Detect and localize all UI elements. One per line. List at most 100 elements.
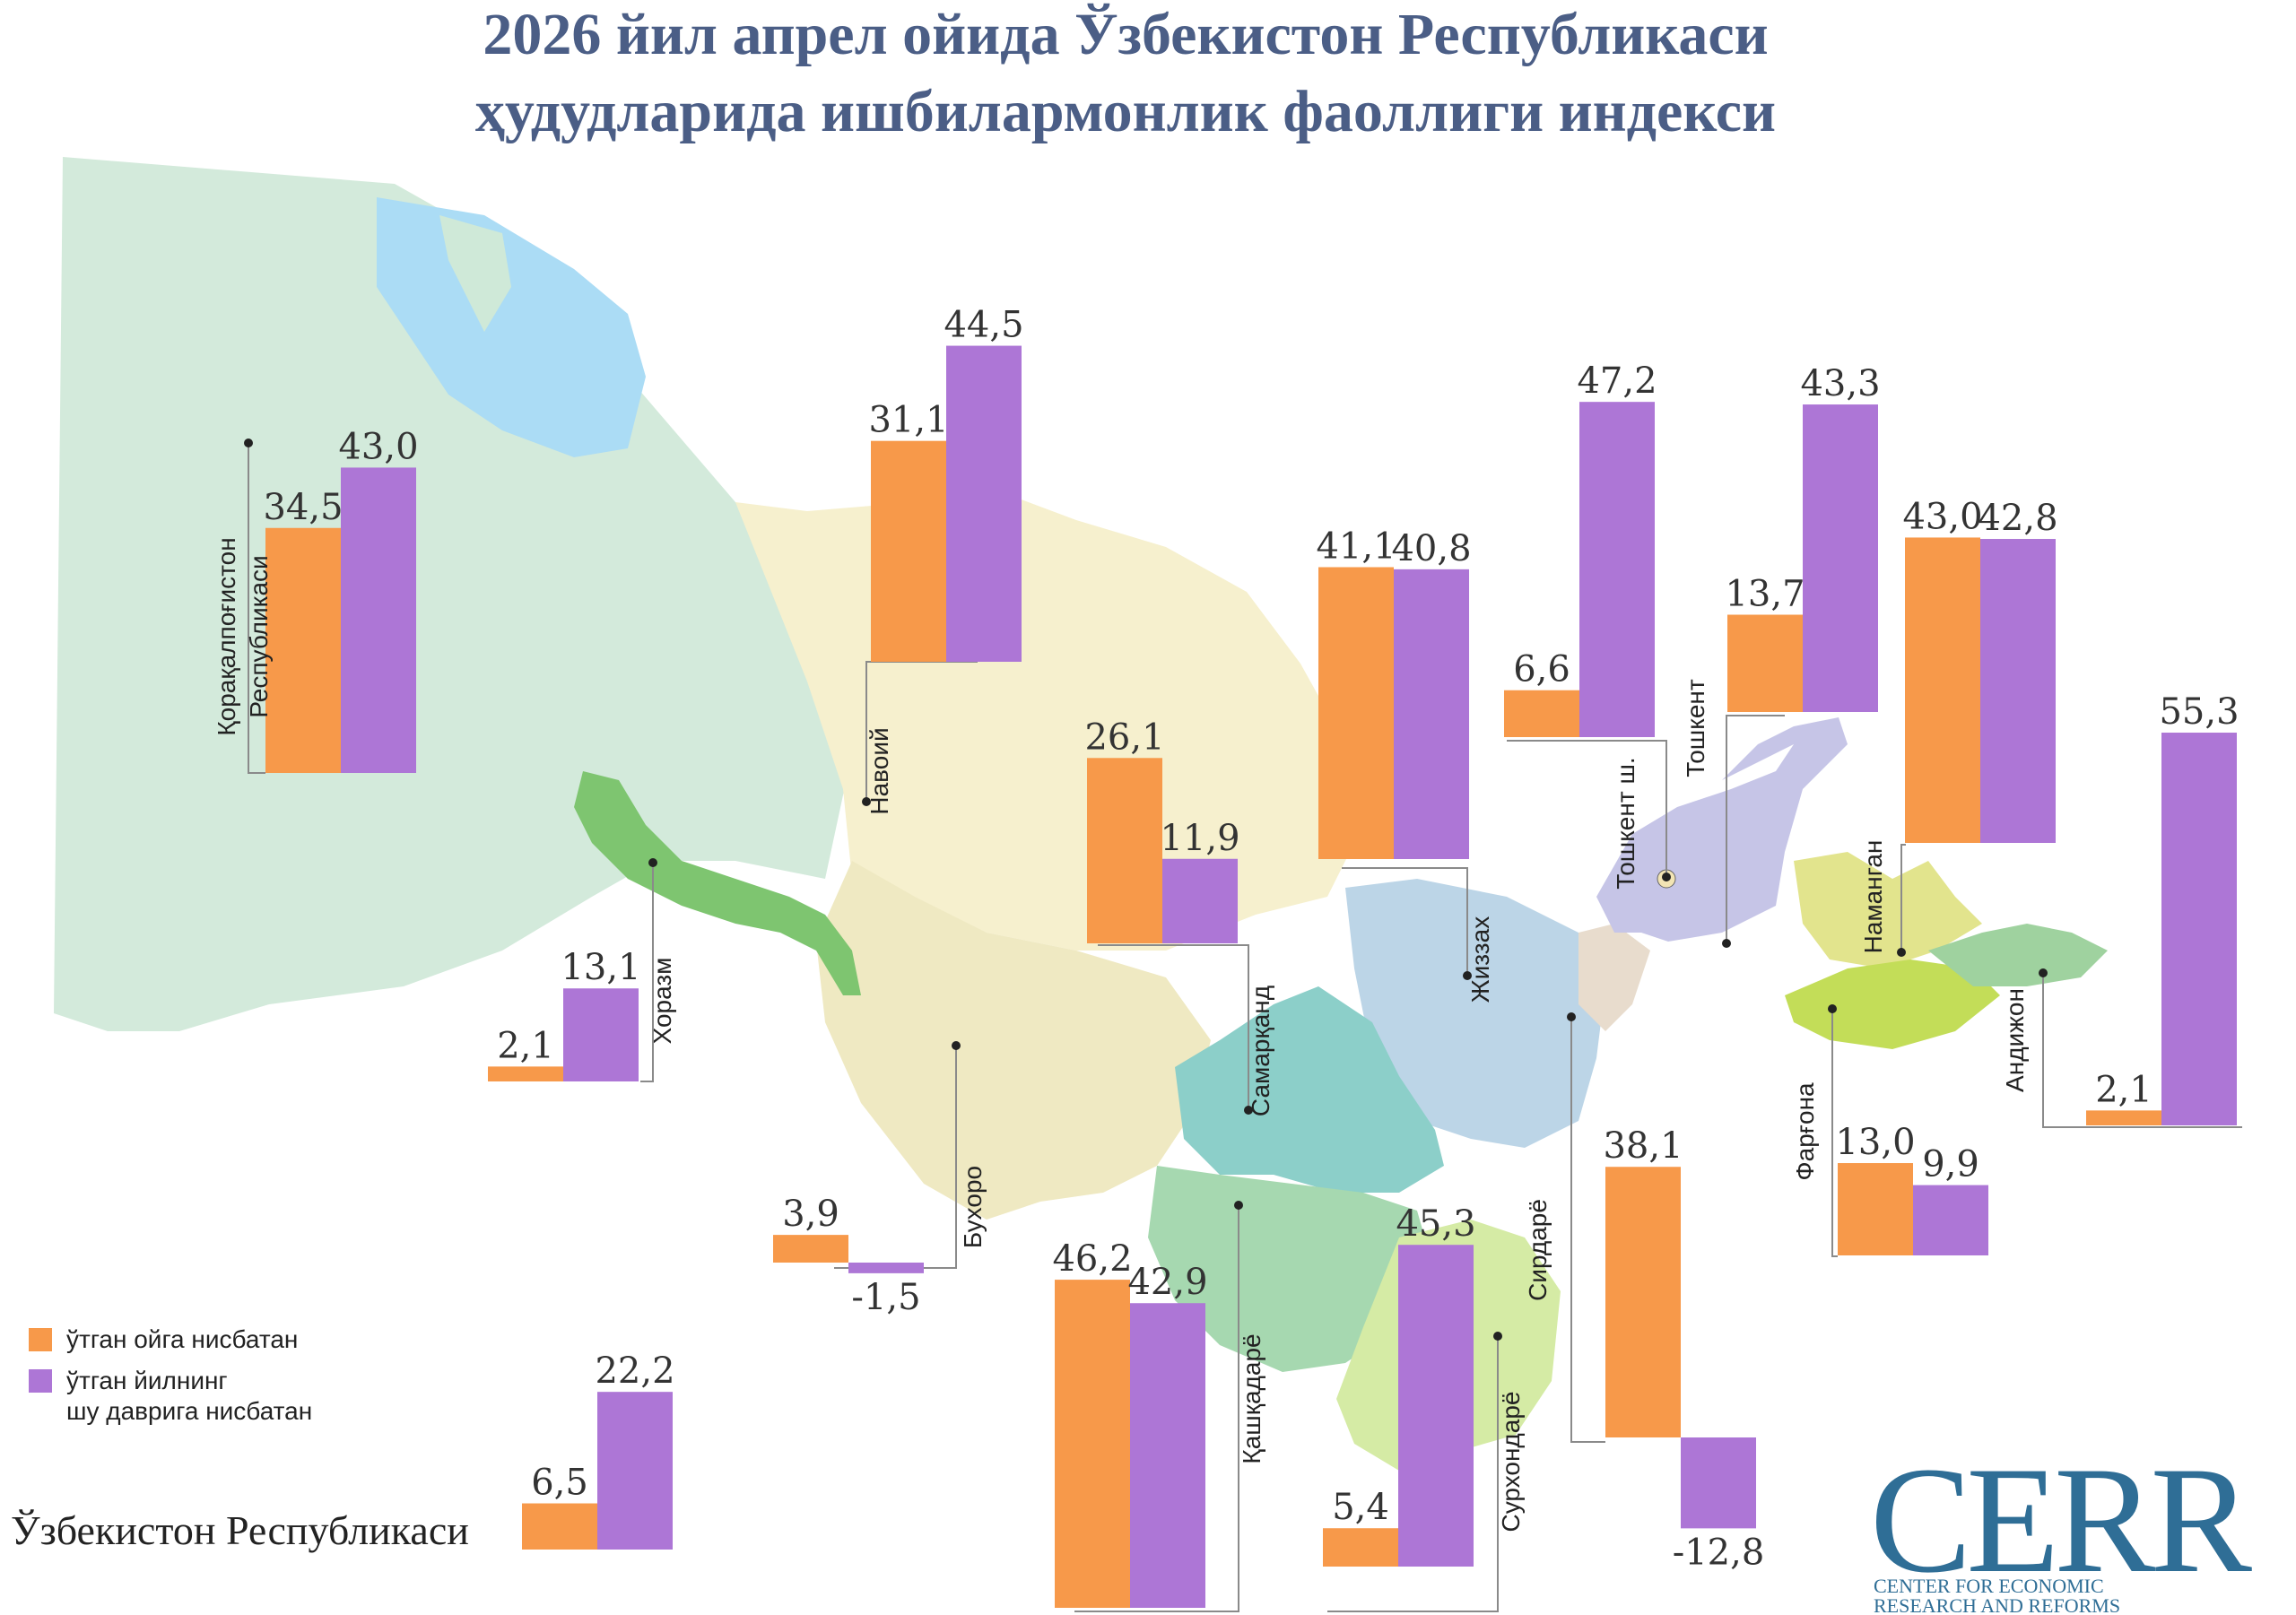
region-12-name: Фарғона (1791, 1082, 1819, 1181)
region-9-bar-yearly (1579, 402, 1655, 737)
region-12-label-yearly: 9,9 (1922, 1144, 1979, 1185)
region-7-marker (1493, 1332, 1502, 1341)
region-14-bar-yearly (597, 1392, 673, 1550)
region-4-name: Самарқанд (1247, 985, 1274, 1116)
map-region-navoi (735, 493, 1363, 951)
region-3-bar-monthly (773, 1235, 848, 1263)
region-0-name: Қорақалпоғистон Республикаси (213, 537, 273, 735)
region-2-bar-monthly (871, 440, 946, 662)
region-1-leader-line (640, 863, 654, 1082)
region-10-marker (1722, 939, 1731, 948)
region-6-label-yearly: 42,9 (1127, 1262, 1207, 1303)
region-8-bar-monthly (1605, 1167, 1681, 1437)
region-5-bar-monthly (1318, 567, 1394, 859)
region-1-label-yearly: 13,1 (561, 947, 640, 988)
region-4-bar-monthly (1087, 758, 1162, 943)
region-6-bar-yearly (1130, 1303, 1205, 1608)
region-11-name: Наманган (1859, 840, 1887, 954)
region-4-label-monthly: 26,1 (1084, 716, 1164, 758)
region-0-bar-yearly (341, 467, 416, 773)
region-6-name: Қашқадарё (1238, 1333, 1265, 1463)
region-9-label-yearly: 47,2 (1577, 360, 1657, 402)
region-1-marker (648, 858, 657, 867)
region-14-bar-monthly (522, 1503, 597, 1550)
region-3-marker (952, 1041, 961, 1050)
map-region-khorezm (574, 771, 861, 995)
region-3-name: Бухоро (959, 1166, 987, 1248)
region-7-leader-line (1327, 1336, 1499, 1612)
region-10-label-yearly: 43,3 (1800, 363, 1880, 404)
legend-swatch-yearly (29, 1369, 52, 1393)
region-13-bar-yearly (2161, 733, 2237, 1125)
region-1-name: Хоразм (648, 958, 676, 1045)
region-12-leader-line (1831, 1009, 1838, 1257)
region-8-label-monthly: 38,1 (1603, 1125, 1683, 1167)
map-region-namangan (1794, 852, 1982, 968)
chart-title-line2: ҳудудларида ишбилармонлик фаоллиги индек… (474, 79, 1777, 144)
map-region-karakalpakstan (54, 157, 852, 1031)
region-13-label-monthly: 2,1 (2095, 1069, 2152, 1110)
region-7-bar-monthly (1323, 1528, 1398, 1567)
region-7-label-monthly: 5,4 (1332, 1487, 1389, 1528)
region-11-label-yearly: 42,8 (1978, 498, 2057, 539)
region-13-name: Андижон (2001, 988, 2029, 1092)
region-8-leader-line (1570, 1017, 1605, 1443)
region-13-leader-line (2042, 973, 2242, 1128)
region-5-label-yearly: 40,8 (1391, 528, 1471, 569)
logo-wordmark: CERR (1870, 1436, 2253, 1604)
region-9-bar-monthly (1504, 690, 1579, 737)
region-12-marker (1828, 1004, 1837, 1013)
region-11-label-monthly: 43,0 (1902, 496, 1982, 537)
region-10-bar-monthly (1727, 614, 1803, 712)
map-region-syrdarya (1578, 924, 1650, 1031)
map-aral-sea (377, 197, 646, 457)
region-3-label-monthly: 3,9 (782, 1194, 839, 1235)
region-7-bar-yearly (1398, 1245, 1474, 1567)
region-10-bar-yearly (1803, 404, 1878, 712)
region-9-marker (1662, 873, 1671, 881)
cerr-logo: CERR CENTER FOR ECONOMIC RESEARCH AND RE… (1870, 1436, 2258, 1614)
region-8-name: Сирдарё (1524, 1199, 1552, 1301)
region-6-label-monthly: 46,2 (1052, 1238, 1132, 1280)
region-11-bar-monthly (1905, 537, 1980, 843)
legend-label-yearly-line2: шу даврига нисбатан (66, 1397, 313, 1425)
map-region-andijan (1928, 924, 2108, 986)
region-13-bar-monthly (2086, 1110, 2161, 1125)
region-3-label-yearly: -1,5 (851, 1277, 920, 1318)
region-9-leader-line (1507, 740, 1667, 877)
map-region-fergana (1785, 959, 2000, 1049)
map-region-tashkent (1596, 717, 1848, 942)
region-0-leader-line (248, 443, 265, 774)
region-7-label-yearly: 45,3 (1396, 1203, 1475, 1245)
region-0-label-yearly: 43,0 (338, 426, 418, 467)
region-11-leader-line (1900, 844, 1906, 952)
region-4-leader-line (1098, 944, 1249, 1110)
legend-label-yearly-line1: ўтган йилнинг (66, 1367, 228, 1394)
logo-line1: CENTER FOR ECONOMIC (1874, 1575, 2104, 1597)
region-8-label-yearly: -12,8 (1673, 1532, 1765, 1573)
region-6-bar-monthly (1055, 1280, 1130, 1608)
region-10-leader-line (1726, 715, 1785, 943)
legend-swatch-monthly (29, 1328, 52, 1351)
map-region-jizzakh (1345, 879, 1605, 1148)
region-10-label-monthly: 13,7 (1725, 573, 1805, 614)
region-6-leader-line (1074, 1205, 1239, 1612)
region-8-bar-yearly (1681, 1437, 1756, 1529)
region-0-bar-monthly (265, 527, 341, 773)
region-2-name: Навоий (865, 727, 893, 814)
legend-label-monthly: ўтган ойга нисбатан (66, 1325, 299, 1353)
region-5-name: Жиззах (1466, 916, 1494, 1003)
region-6-marker (1234, 1201, 1243, 1210)
chart-title-line1: 2026 йил апрел ойида Ўзбекистон Республи… (483, 2, 1769, 67)
logo-line2: RESEARCH AND REFORMS (1874, 1594, 2120, 1614)
region-1-label-monthly: 2,1 (497, 1025, 554, 1066)
region-0-marker (244, 438, 253, 447)
region-12-bar-yearly (1913, 1185, 1988, 1255)
region-4-label-yearly: 11,9 (1160, 818, 1239, 859)
region-2-label-yearly: 44,5 (944, 305, 1023, 346)
region-14-label-yearly: 22,2 (595, 1350, 674, 1392)
map-region-bukhara (816, 861, 1211, 1220)
region-1-bar-monthly (488, 1066, 563, 1081)
